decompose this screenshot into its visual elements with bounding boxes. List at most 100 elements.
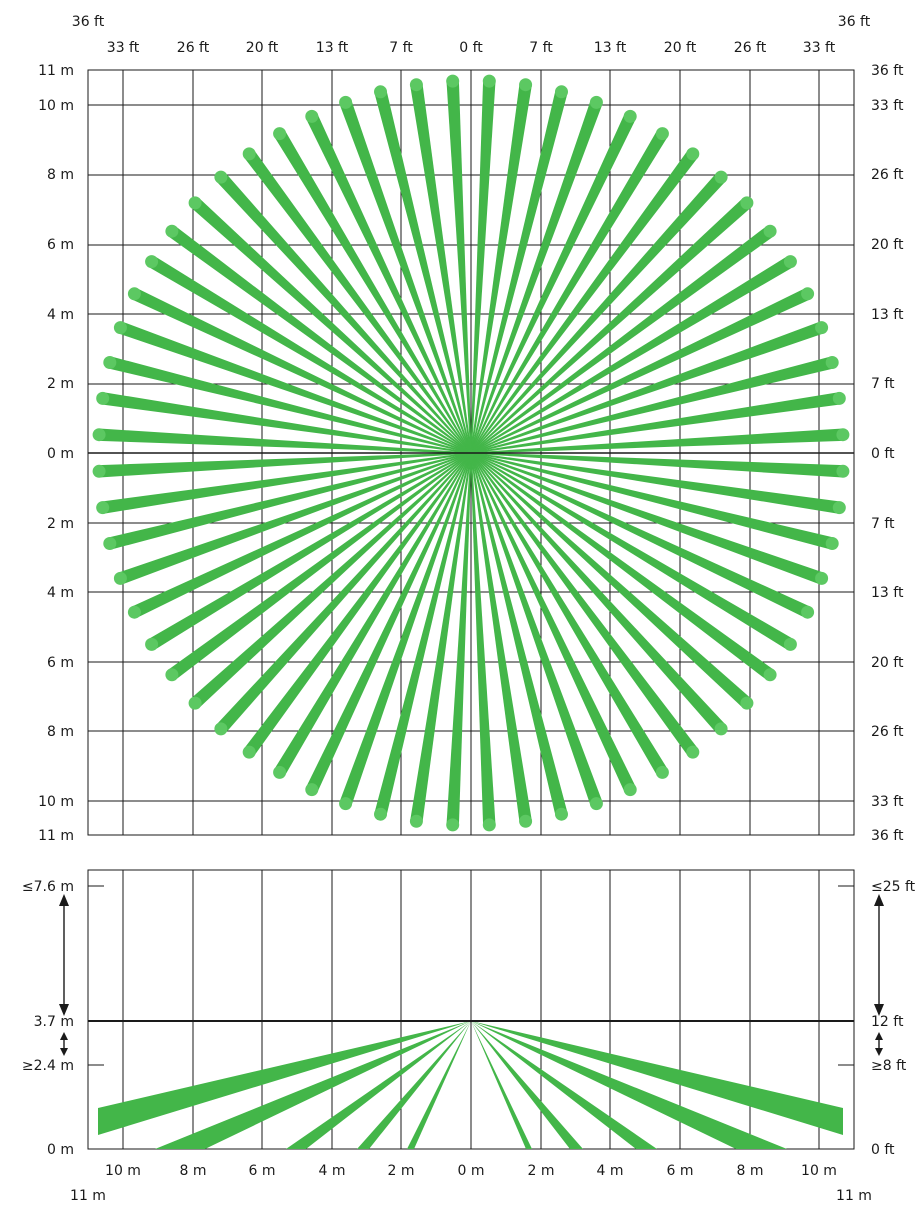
beam <box>470 392 841 454</box>
top-ft-label: 20 ft <box>246 40 279 56</box>
beam-tip <box>655 127 669 141</box>
side-beam <box>407 1021 471 1149</box>
beam <box>101 452 472 514</box>
right-ft-label: 33 ft <box>871 794 904 810</box>
beam <box>470 356 834 454</box>
min-range-arrow-left <box>60 1032 68 1056</box>
height-range-arrow-right <box>874 894 884 1016</box>
beam-tip <box>763 668 777 682</box>
beam <box>470 130 668 454</box>
beam-tip <box>273 765 287 779</box>
beam-tip <box>832 501 846 515</box>
beam-tip <box>127 287 141 301</box>
beam-tip <box>92 464 106 478</box>
side-beam <box>98 1021 471 1135</box>
beam <box>470 452 834 550</box>
side-beam <box>155 1021 471 1149</box>
beam-tip <box>815 321 829 335</box>
beam-tip <box>482 818 496 832</box>
left-m-label: 2 m <box>47 376 74 392</box>
beam-tip <box>214 722 228 736</box>
beam <box>244 452 472 756</box>
beam <box>470 452 774 680</box>
beam <box>306 113 472 454</box>
bottom-m-label: 2 m <box>388 1163 415 1179</box>
side-beam <box>357 1021 471 1149</box>
top-ft-label: 20 ft <box>664 40 697 56</box>
beam <box>216 172 472 454</box>
beam <box>148 452 472 650</box>
bottom-m-label: 4 m <box>319 1163 346 1179</box>
beam-tip <box>188 696 202 710</box>
beam-tip <box>188 196 202 210</box>
min-height-label-m: ≥2.4 m <box>22 1058 74 1074</box>
beam-tip <box>801 605 815 619</box>
beam <box>471 428 844 454</box>
beam-tip <box>242 147 256 161</box>
left-m-label: 10 m <box>38 98 74 114</box>
beam <box>98 452 472 478</box>
beam <box>374 452 472 816</box>
beam <box>374 90 472 454</box>
beam-tip <box>305 109 319 123</box>
beam <box>410 83 472 454</box>
beam-tip <box>305 783 319 797</box>
right-ft-label: 36 ft <box>871 828 904 844</box>
bottom-m-labels: 10 m 8 m 6 m 4 m 2 m 0 m 2 m 4 m 6 m 8 m… <box>70 1163 872 1204</box>
beam-tip <box>113 321 127 335</box>
beam-tip <box>214 170 228 184</box>
top-ft-label: 33 ft <box>107 40 140 56</box>
bottom-corner-label-left: 11 m <box>70 1188 106 1204</box>
beam <box>470 256 794 454</box>
beam <box>410 452 472 823</box>
left-m-label: 10 m <box>38 794 74 810</box>
beam <box>470 452 841 514</box>
beam <box>98 428 472 454</box>
left-m-label: 11 m <box>38 63 74 79</box>
beam-tip <box>165 224 179 238</box>
bottom-m-label: 6 m <box>249 1163 276 1179</box>
bottom-corner-label-right: 11 m <box>836 1188 872 1204</box>
left-m-label: 4 m <box>47 585 74 601</box>
beam-tip <box>127 605 141 619</box>
mount-height-label-ft: 12 ft <box>871 1014 904 1030</box>
top-ft-labels: 36 ft 36 ft 33 ft 26 ft 20 ft 13 ft 7 ft… <box>72 14 871 56</box>
beam <box>108 452 472 550</box>
beam <box>274 452 472 776</box>
beam-tip <box>825 356 839 369</box>
beam-tip <box>714 722 728 736</box>
beam <box>470 100 603 454</box>
beam-tip <box>783 637 797 651</box>
left-m-label: 6 m <box>47 655 74 671</box>
right-ft-label: 13 ft <box>871 307 904 323</box>
beam <box>470 452 811 618</box>
max-height-label-m: ≤7.6 m <box>22 879 74 895</box>
side-view-beams <box>98 1021 843 1149</box>
top-view-beams <box>92 74 850 832</box>
beam-tip <box>623 783 637 797</box>
right-ft-label: 13 ft <box>871 585 904 601</box>
beam-tip <box>686 745 700 759</box>
beam <box>470 452 824 585</box>
beam <box>108 356 472 454</box>
left-m-label: 11 m <box>38 828 74 844</box>
beam <box>470 90 568 454</box>
beam-tip <box>273 127 287 141</box>
beam <box>446 453 472 826</box>
beam <box>244 150 472 454</box>
beam-tip <box>686 147 700 161</box>
beam-tip <box>714 170 728 184</box>
right-ft-label: 20 ft <box>871 655 904 671</box>
beam-tip <box>103 356 117 369</box>
beam-tip <box>825 537 839 550</box>
beam-tip <box>763 224 777 238</box>
left-m-label: 4 m <box>47 307 74 323</box>
beam <box>216 452 472 734</box>
beam <box>168 452 472 680</box>
right-ft-label: 7 ft <box>871 376 895 392</box>
beam <box>190 452 472 708</box>
beam-tip <box>242 745 256 759</box>
right-ft-label: 26 ft <box>871 724 904 740</box>
floor-label-ft: 0 ft <box>871 1142 895 1158</box>
